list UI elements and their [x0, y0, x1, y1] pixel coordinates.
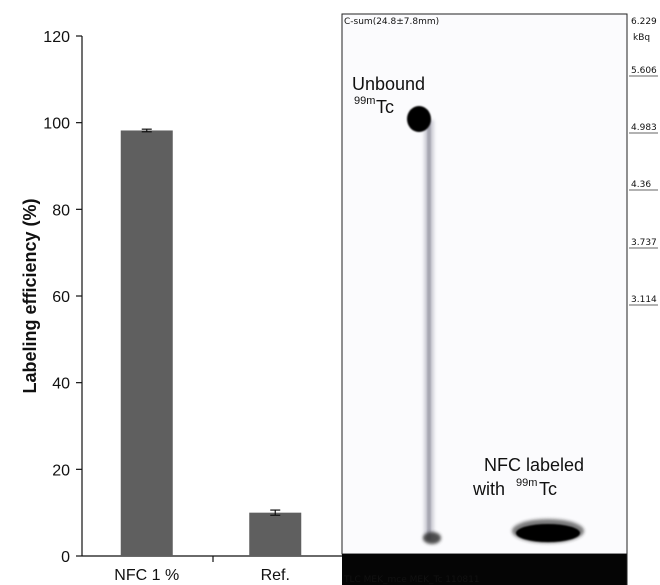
y-tick-label: 120	[43, 29, 70, 46]
x-tick-label: Ref.	[261, 567, 290, 584]
bar-chart: 0 20 40 60 80 100 120 NFC 1 % Ref. Labeling eff…	[20, 29, 345, 584]
scale-unit: kBq	[633, 33, 650, 43]
tlc-scan-panel: C-sum(24.8±7.8mm) TLC MEK_mce MEK_Tc 110…	[341, 13, 658, 585]
labeled-isotope-superscript: 99m	[516, 477, 537, 489]
unbound-label: Unbound	[352, 74, 425, 94]
origin-spot	[423, 532, 441, 544]
y-axis-title: Labeling efficiency (%)	[20, 198, 40, 393]
intensity-scale: 6.229 5.606 4.983 4.36 3.737 3.114	[629, 17, 658, 306]
y-tick-label: 100	[43, 116, 70, 133]
scale-value: 6.229	[631, 17, 657, 27]
labeled-label-line1: NFC labeled	[484, 455, 584, 475]
y-tick-label: 0	[61, 549, 70, 566]
y-tick-label: 20	[52, 462, 70, 479]
x-tick-label: NFC 1 %	[114, 567, 179, 584]
scale-value: 4.983	[631, 123, 657, 133]
scan-footer-text: TLC MEK_mce MEK_Tc 110811	[343, 575, 480, 585]
y-tick-label: 40	[52, 376, 70, 393]
bar	[120, 130, 173, 556]
unbound-isotope-superscript: 99m	[354, 95, 375, 107]
scale-value: 3.737	[631, 238, 657, 248]
scale-value: 5.606	[631, 66, 657, 76]
scan-image-area	[341, 13, 628, 555]
bars	[120, 128, 302, 556]
y-tick-label: 80	[52, 202, 70, 219]
bar	[249, 512, 302, 556]
labeled-label-with: with	[472, 479, 505, 499]
y-ticks: 0 20 40 60 80 100 120	[43, 29, 82, 566]
scan-header-text: C-sum(24.8±7.8mm)	[344, 17, 439, 27]
y-tick-label: 60	[52, 289, 70, 306]
unbound-isotope-element: Tc	[376, 97, 394, 117]
scan-footer-bar	[342, 554, 627, 585]
migration-streak-core	[427, 120, 431, 540]
scale-value: 3.114	[631, 295, 657, 305]
labeled-nfc-spot	[516, 524, 580, 542]
unbound-tc-spot	[407, 106, 431, 132]
scale-value: 4.36	[631, 180, 651, 190]
labeled-isotope-element: Tc	[539, 479, 557, 499]
x-tick-labels: NFC 1 % Ref.	[114, 567, 290, 584]
